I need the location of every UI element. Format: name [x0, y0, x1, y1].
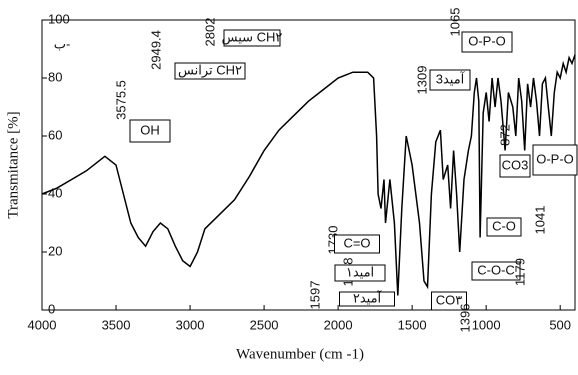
x-tick-label: 1500 [398, 317, 427, 332]
annotation: سیس CH۲ [222, 29, 283, 45]
annotation-box [334, 234, 380, 254]
x-tick-label: 3500 [102, 317, 131, 332]
annotation: C=O [343, 235, 370, 250]
y-tick-label: 80 [48, 69, 62, 84]
annotation-box [339, 291, 395, 307]
x-tick-label: 2500 [250, 317, 279, 332]
annotation: 1597 [307, 281, 322, 310]
x-tick-label: 500 [549, 317, 571, 332]
annotation: O-P-O [468, 33, 506, 48]
annotation-box [499, 154, 531, 178]
x-tick-label: 3000 [176, 317, 205, 332]
annotation: O-P-O [536, 151, 574, 166]
annotation: 1065 [447, 8, 462, 37]
annotation: ب- [54, 36, 71, 51]
annotation: آمید3 [436, 70, 466, 86]
y-tick-label: 0 [48, 301, 55, 316]
x-tick-label: 4000 [28, 317, 57, 332]
y-tick-label: 40 [48, 185, 62, 200]
y-tick-label: 100 [48, 11, 70, 26]
annotation: C-O [492, 218, 516, 233]
x-tick-label: 2000 [324, 317, 353, 332]
annotation-box [129, 119, 171, 143]
y-axis-label: Transmitance [%] [5, 111, 21, 218]
spectrum-line [41, 54, 576, 296]
annotation: 1309 [414, 66, 429, 95]
annotation-box [223, 29, 281, 47]
annotation: 3575.5 [113, 80, 128, 120]
annotation: آمید۱ [346, 263, 376, 279]
x-tick-label: 1000 [472, 317, 501, 332]
annotation: 2802 [202, 18, 217, 47]
annotation: OH [140, 122, 160, 137]
annotation: ترانس CH۲ [178, 62, 242, 78]
annotation-box [174, 62, 246, 80]
annotation: CO۳ [436, 292, 463, 307]
annotation: 872 [497, 124, 512, 146]
annotation-box [532, 144, 578, 176]
annotation-box [429, 69, 471, 91]
annotation-box [486, 217, 522, 237]
y-tick-label: 60 [48, 127, 62, 142]
annotation-box [334, 264, 386, 282]
annotation: آمید۲ [353, 289, 383, 305]
annotation: 1179 [512, 258, 527, 286]
annotation: CO3 [502, 157, 529, 172]
annotation: 2949.4 [148, 30, 163, 70]
y-tick-label: 20 [48, 243, 62, 258]
annotation: 1041 [532, 206, 547, 235]
x-axis-label: Wavenumber (cm -1) [236, 346, 364, 362]
annotation-box [461, 31, 513, 53]
annotation-box [471, 261, 521, 281]
annotation: C-O-C [477, 262, 515, 277]
annotation: 1396 [457, 304, 472, 333]
annotation-box [431, 291, 467, 311]
